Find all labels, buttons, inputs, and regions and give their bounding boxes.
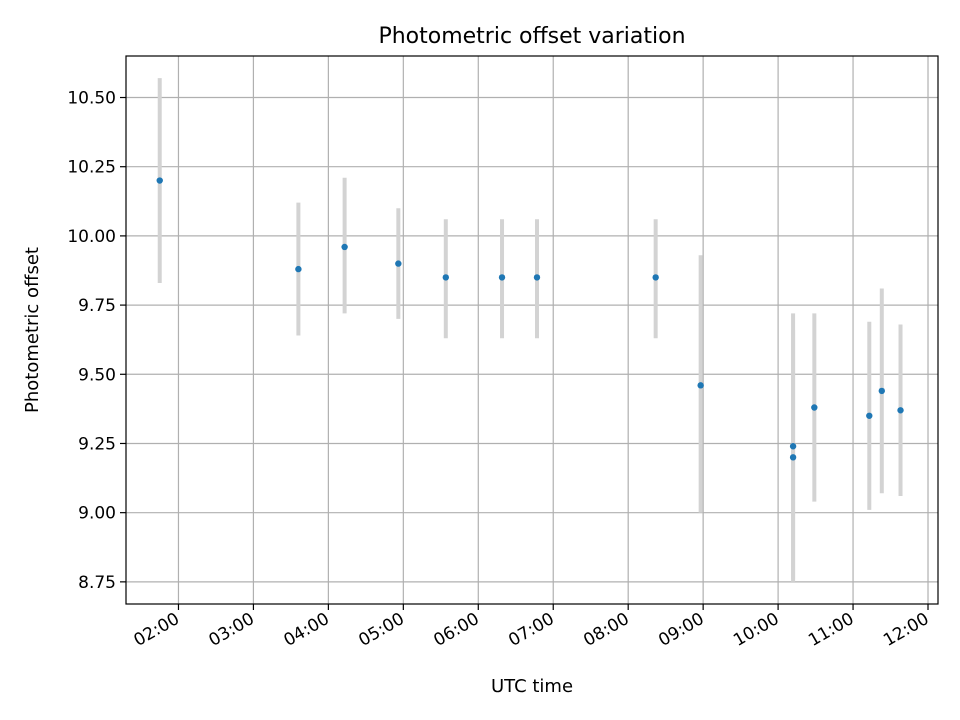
plot-area-frame [125, 55, 939, 605]
error-bars [157, 78, 903, 582]
x-tick-label: 12:00 [880, 609, 932, 651]
x-axis-ticks: 02:00 03:00 04:00 05:00 06:00 07:00 08:00 09:00… [131, 604, 933, 651]
grid [126, 56, 938, 604]
data-point [789, 443, 797, 450]
data-point [811, 404, 818, 411]
x-tick-label: 04:00 [280, 609, 332, 651]
y-tick-label: 9.75 [78, 296, 116, 316]
data-point [341, 243, 348, 251]
data-point [789, 454, 797, 461]
y-tick-label: 9.25 [78, 434, 116, 454]
x-tick-label: 02:00 [131, 609, 183, 651]
x-tick-label: 11:00 [805, 609, 857, 651]
data-point [533, 274, 541, 281]
x-tick-label: 03:00 [205, 609, 257, 651]
y-tick-label: 8.75 [78, 573, 116, 593]
data-points [156, 177, 904, 461]
data-point [498, 274, 506, 281]
y-axis-label: Photometric offset [22, 247, 43, 413]
data-point [652, 274, 659, 281]
data-point [295, 265, 302, 273]
y-tick-label: 9.50 [78, 365, 116, 385]
x-axis-label: UTC time [491, 676, 573, 697]
data-point [878, 387, 885, 395]
x-tick-label: 09:00 [655, 609, 707, 651]
chart-title: Photometric offset variation [378, 24, 685, 49]
y-tick-label: 9.00 [78, 504, 116, 524]
y-axis-ticks: 8.75 9.00 9.25 9.50 9.75 10.00 10.25 10.50 [67, 89, 126, 593]
data-point [897, 407, 904, 414]
data-point [395, 260, 402, 267]
data-point [866, 412, 873, 419]
x-tick-label: 10:00 [730, 609, 782, 651]
y-tick-label: 10.25 [67, 158, 116, 178]
data-point [156, 177, 163, 184]
data-point [697, 382, 704, 389]
x-tick-label: 06:00 [430, 609, 482, 651]
data-point [442, 274, 450, 281]
x-tick-label: 07:00 [505, 609, 557, 651]
x-tick-label: 05:00 [355, 609, 407, 651]
x-tick-label: 08:00 [580, 609, 632, 651]
y-tick-label: 10.00 [67, 227, 116, 247]
y-tick-label: 10.50 [67, 89, 116, 109]
